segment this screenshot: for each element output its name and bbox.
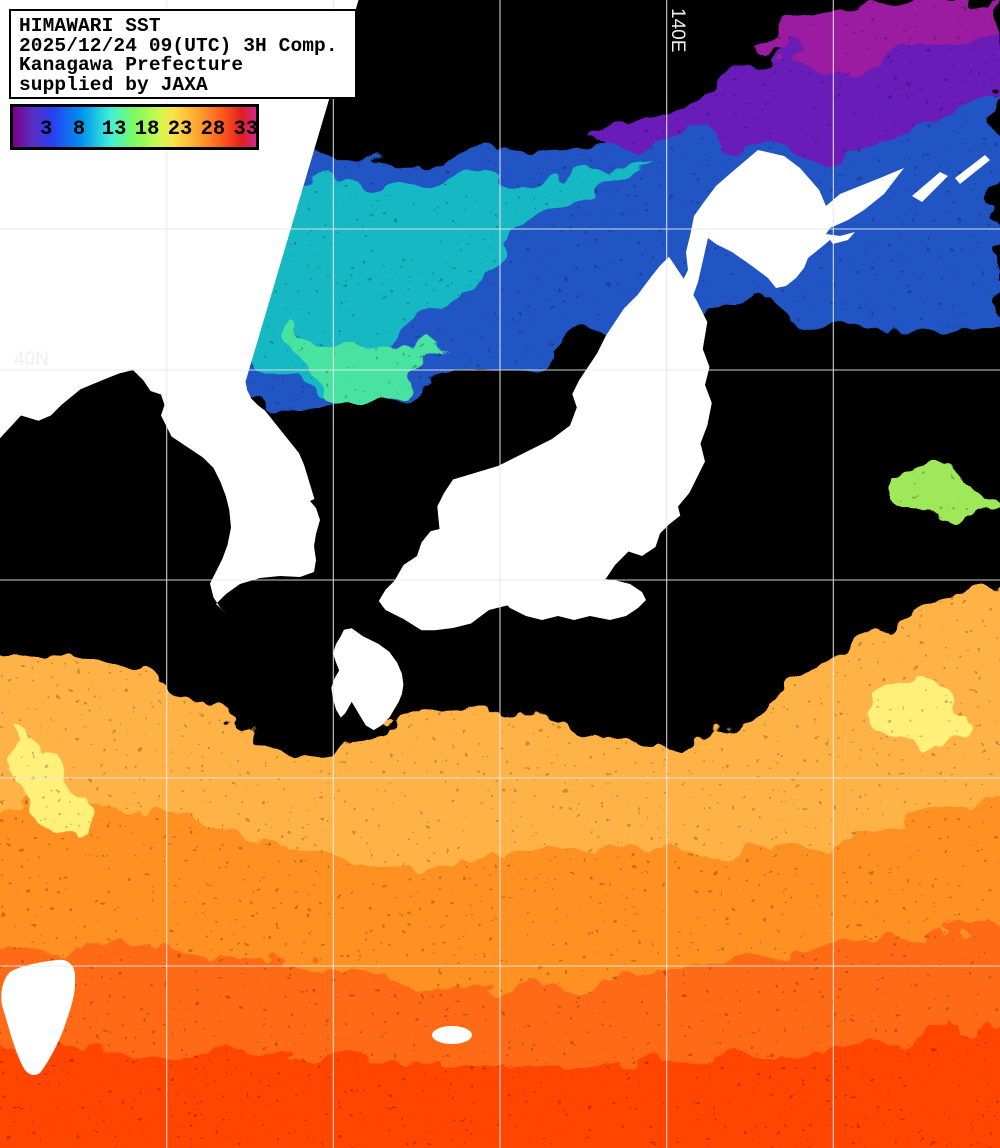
svg-text:40N: 40N — [14, 349, 49, 370]
svg-text:140E: 140E — [667, 8, 688, 52]
